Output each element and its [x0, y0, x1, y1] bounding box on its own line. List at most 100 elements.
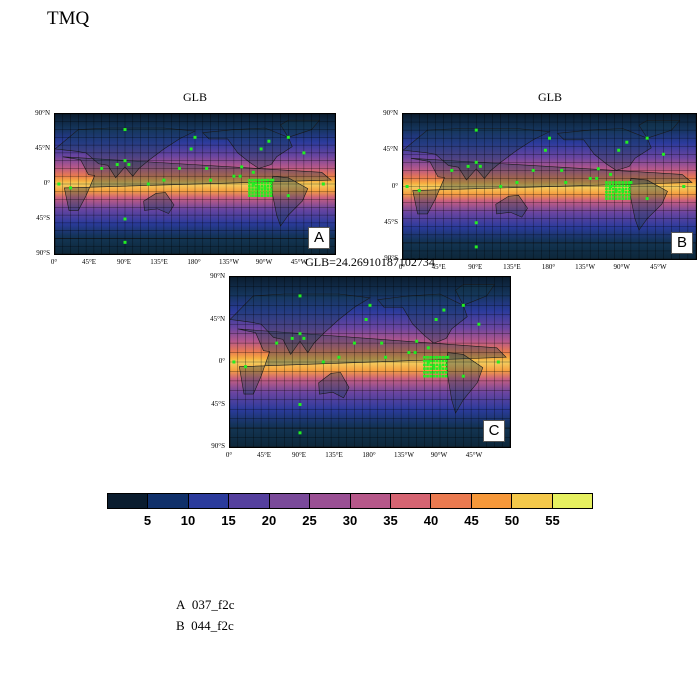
station-marker — [627, 181, 631, 184]
station-marker — [432, 371, 436, 374]
station-marker — [240, 165, 244, 169]
lon-tick-label: 45°W — [650, 263, 667, 271]
station-marker — [162, 178, 166, 182]
lon-tick-label: 135°W — [575, 263, 596, 271]
station-marker — [595, 176, 599, 180]
station-marker — [260, 194, 264, 197]
station-marker — [618, 184, 621, 187]
continent-outline — [143, 192, 175, 214]
station-marker — [254, 194, 257, 197]
station-marker — [251, 178, 254, 182]
legend-a-key: A — [176, 597, 186, 612]
lat-tick-label: 90°N — [210, 272, 225, 280]
lon-tick-label: 90°W — [430, 451, 448, 459]
colorbar-swatch — [431, 494, 472, 508]
tmq-field-map — [403, 114, 696, 259]
lon-tick-label: 135°E — [150, 258, 168, 266]
station-marker — [625, 140, 629, 144]
station-marker — [432, 359, 436, 363]
station-marker — [624, 197, 628, 200]
station-marker — [205, 166, 209, 170]
station-marker — [257, 186, 261, 190]
lon-tick-label: 90°W — [255, 258, 273, 266]
station-marker — [531, 168, 535, 172]
station-marker — [605, 197, 608, 200]
station-marker — [423, 367, 426, 370]
station-marker — [450, 168, 454, 172]
lon-tick-label: 135°W — [394, 451, 414, 459]
lat-tick-label: 90°S — [384, 254, 398, 262]
station-marker — [621, 181, 625, 184]
station-marker — [614, 189, 618, 193]
station-marker — [438, 374, 442, 378]
station-marker — [423, 374, 426, 378]
station-marker — [260, 188, 264, 191]
station-marker — [621, 187, 625, 191]
station-marker — [415, 339, 419, 343]
station-marker — [548, 136, 551, 140]
station-marker — [605, 187, 608, 191]
panel-a-label: A — [308, 227, 330, 249]
station-marker — [614, 184, 618, 187]
station-marker — [426, 374, 429, 378]
station-marker — [611, 197, 615, 200]
panel-c-map — [229, 276, 511, 448]
station-marker — [257, 185, 261, 188]
colorbar-tick-label: 50 — [504, 513, 520, 528]
station-marker — [302, 336, 306, 340]
station-marker — [645, 136, 649, 140]
station-marker — [123, 217, 127, 221]
station-marker — [682, 185, 686, 188]
station-marker — [260, 181, 264, 185]
station-marker — [621, 197, 625, 200]
station-marker — [321, 360, 325, 364]
colorbar-swatch — [188, 494, 230, 508]
station-marker — [57, 182, 61, 186]
colorbar-tick-label: 25 — [302, 513, 317, 528]
station-marker — [260, 185, 264, 188]
station-marker — [627, 197, 631, 200]
colorbar-tick-label: 35 — [383, 513, 398, 528]
station-marker — [560, 168, 564, 172]
station-marker — [461, 374, 465, 378]
station-marker — [123, 240, 127, 244]
station-marker — [251, 185, 254, 188]
station-marker — [438, 355, 442, 359]
station-marker — [446, 355, 450, 359]
panel-b-map — [402, 113, 697, 260]
station-marker — [251, 181, 254, 185]
station-marker — [441, 367, 445, 370]
station-marker — [435, 371, 439, 374]
station-marker — [543, 148, 547, 152]
lat-tick-label: 45°S — [211, 399, 225, 408]
station-marker — [614, 197, 618, 200]
colorbar-tick-label: 30 — [342, 513, 358, 528]
station-marker — [624, 181, 628, 184]
station-marker — [438, 371, 442, 374]
station-marker — [474, 160, 478, 164]
station-marker — [429, 355, 432, 359]
station-marker — [257, 191, 261, 194]
station-marker — [368, 303, 372, 307]
station-marker — [269, 178, 273, 182]
station-marker — [426, 371, 429, 374]
station-marker — [177, 166, 181, 170]
station-marker — [429, 359, 432, 363]
station-marker — [123, 128, 127, 132]
station-marker — [596, 167, 600, 171]
station-marker — [627, 190, 631, 194]
station-marker — [441, 363, 445, 367]
station-marker — [442, 308, 446, 312]
colorbar-swatch — [148, 494, 189, 508]
lon-tick-label: 45°W — [465, 451, 483, 459]
station-marker — [417, 189, 421, 193]
station-marker — [254, 181, 257, 185]
colorbar-swatch — [310, 494, 351, 508]
station-marker — [618, 190, 621, 194]
station-marker — [608, 197, 612, 200]
station-marker — [435, 367, 439, 370]
station-marker — [423, 359, 426, 363]
lon-tick-label: 0° — [225, 451, 233, 459]
station-marker — [611, 181, 615, 184]
station-marker — [267, 139, 271, 143]
